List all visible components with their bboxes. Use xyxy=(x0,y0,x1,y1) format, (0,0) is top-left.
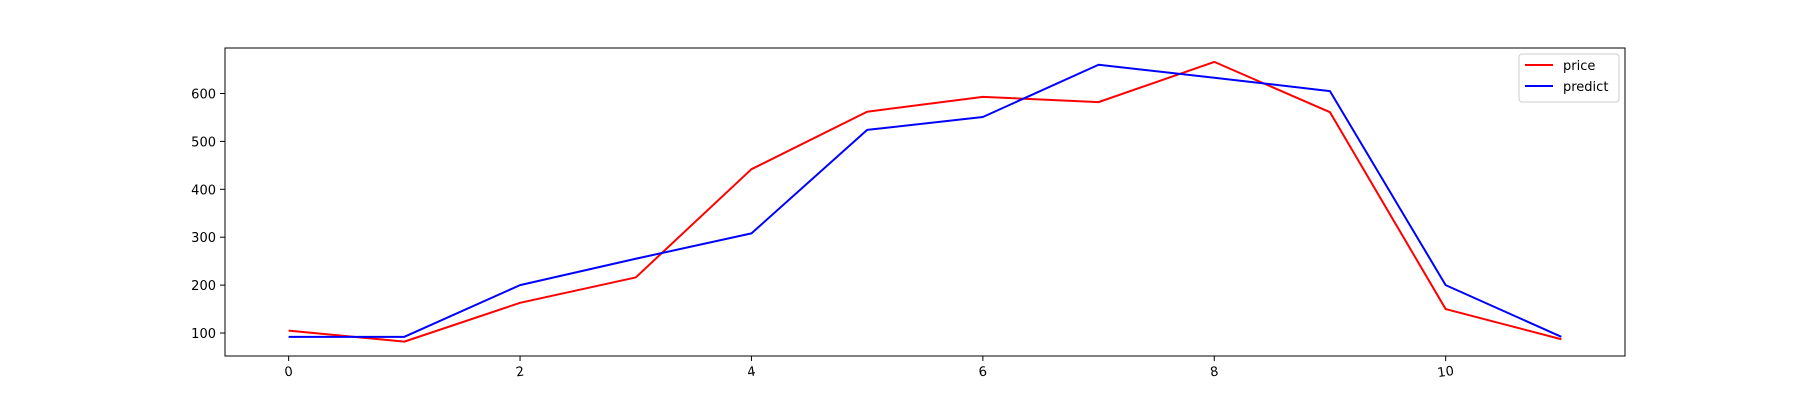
x-tick-label: 0 xyxy=(284,364,294,380)
legend-label-price: price xyxy=(1563,59,1595,74)
series-line-predict xyxy=(288,63,1562,338)
x-tick-label: 8 xyxy=(1209,364,1219,380)
series-lines xyxy=(288,60,1562,343)
series-line-price xyxy=(288,60,1562,343)
y-tick-label: 600 xyxy=(191,88,216,103)
legend-label-predict: predict xyxy=(1563,80,1608,95)
x-tick-label: 6 xyxy=(978,364,988,380)
y-axis: 100 200 300 400 500 600 xyxy=(191,88,225,342)
y-tick-label: 100 xyxy=(191,327,216,342)
legend: price predict xyxy=(1518,53,1620,103)
y-tick-label: 500 xyxy=(191,135,216,150)
x-tick-label: 4 xyxy=(746,364,756,380)
axes-frame xyxy=(224,47,1626,357)
y-tick-label: 200 xyxy=(191,279,216,294)
y-tick-label: 300 xyxy=(191,231,216,246)
x-tick-label: 10 xyxy=(1436,364,1454,381)
plot-area xyxy=(224,47,1626,357)
y-tick-label: 400 xyxy=(191,183,216,198)
x-axis: 0 2 4 6 8 10 xyxy=(284,356,1455,381)
x-tick-label: 2 xyxy=(515,364,525,380)
